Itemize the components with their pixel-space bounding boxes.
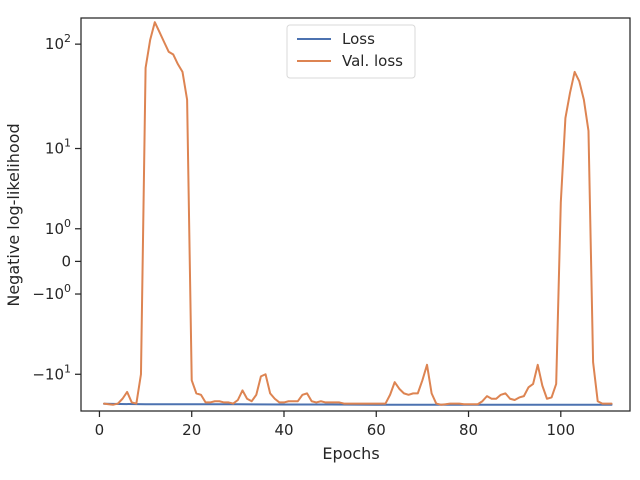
x-tick-label: 60 — [367, 421, 386, 439]
y-tick-label: −100 — [32, 282, 71, 303]
legend: Loss Val. loss — [286, 24, 416, 79]
series-line-val-loss — [103, 21, 613, 406]
x-tick-label: 40 — [274, 421, 293, 439]
x-axis-label: Epochs — [322, 444, 379, 463]
y-axis: 102 101 100 0 −100 −101 — [32, 32, 81, 383]
y-axis-label: Negative log-likelihood — [4, 123, 23, 306]
x-tick-label: 0 — [95, 421, 105, 439]
x-tick-label: 80 — [459, 421, 478, 439]
x-tick-label: 100 — [546, 421, 575, 439]
y-tick-label: 102 — [45, 32, 71, 53]
series-line-loss — [103, 402, 613, 406]
y-tick-label: 0 — [61, 252, 71, 270]
x-tick-label: 20 — [182, 421, 201, 439]
legend-label-val-loss: Val. loss — [342, 52, 403, 70]
x-axis: 0 20 40 60 80 100 — [95, 411, 575, 439]
series-layer — [103, 21, 613, 406]
plot-frame — [80, 17, 631, 412]
legend-label-loss: Loss — [342, 30, 375, 48]
plot-area — [81, 18, 630, 411]
y-tick-label: 101 — [45, 137, 71, 158]
y-tick-label: −101 — [32, 362, 71, 383]
y-tick-label: 100 — [45, 217, 71, 238]
